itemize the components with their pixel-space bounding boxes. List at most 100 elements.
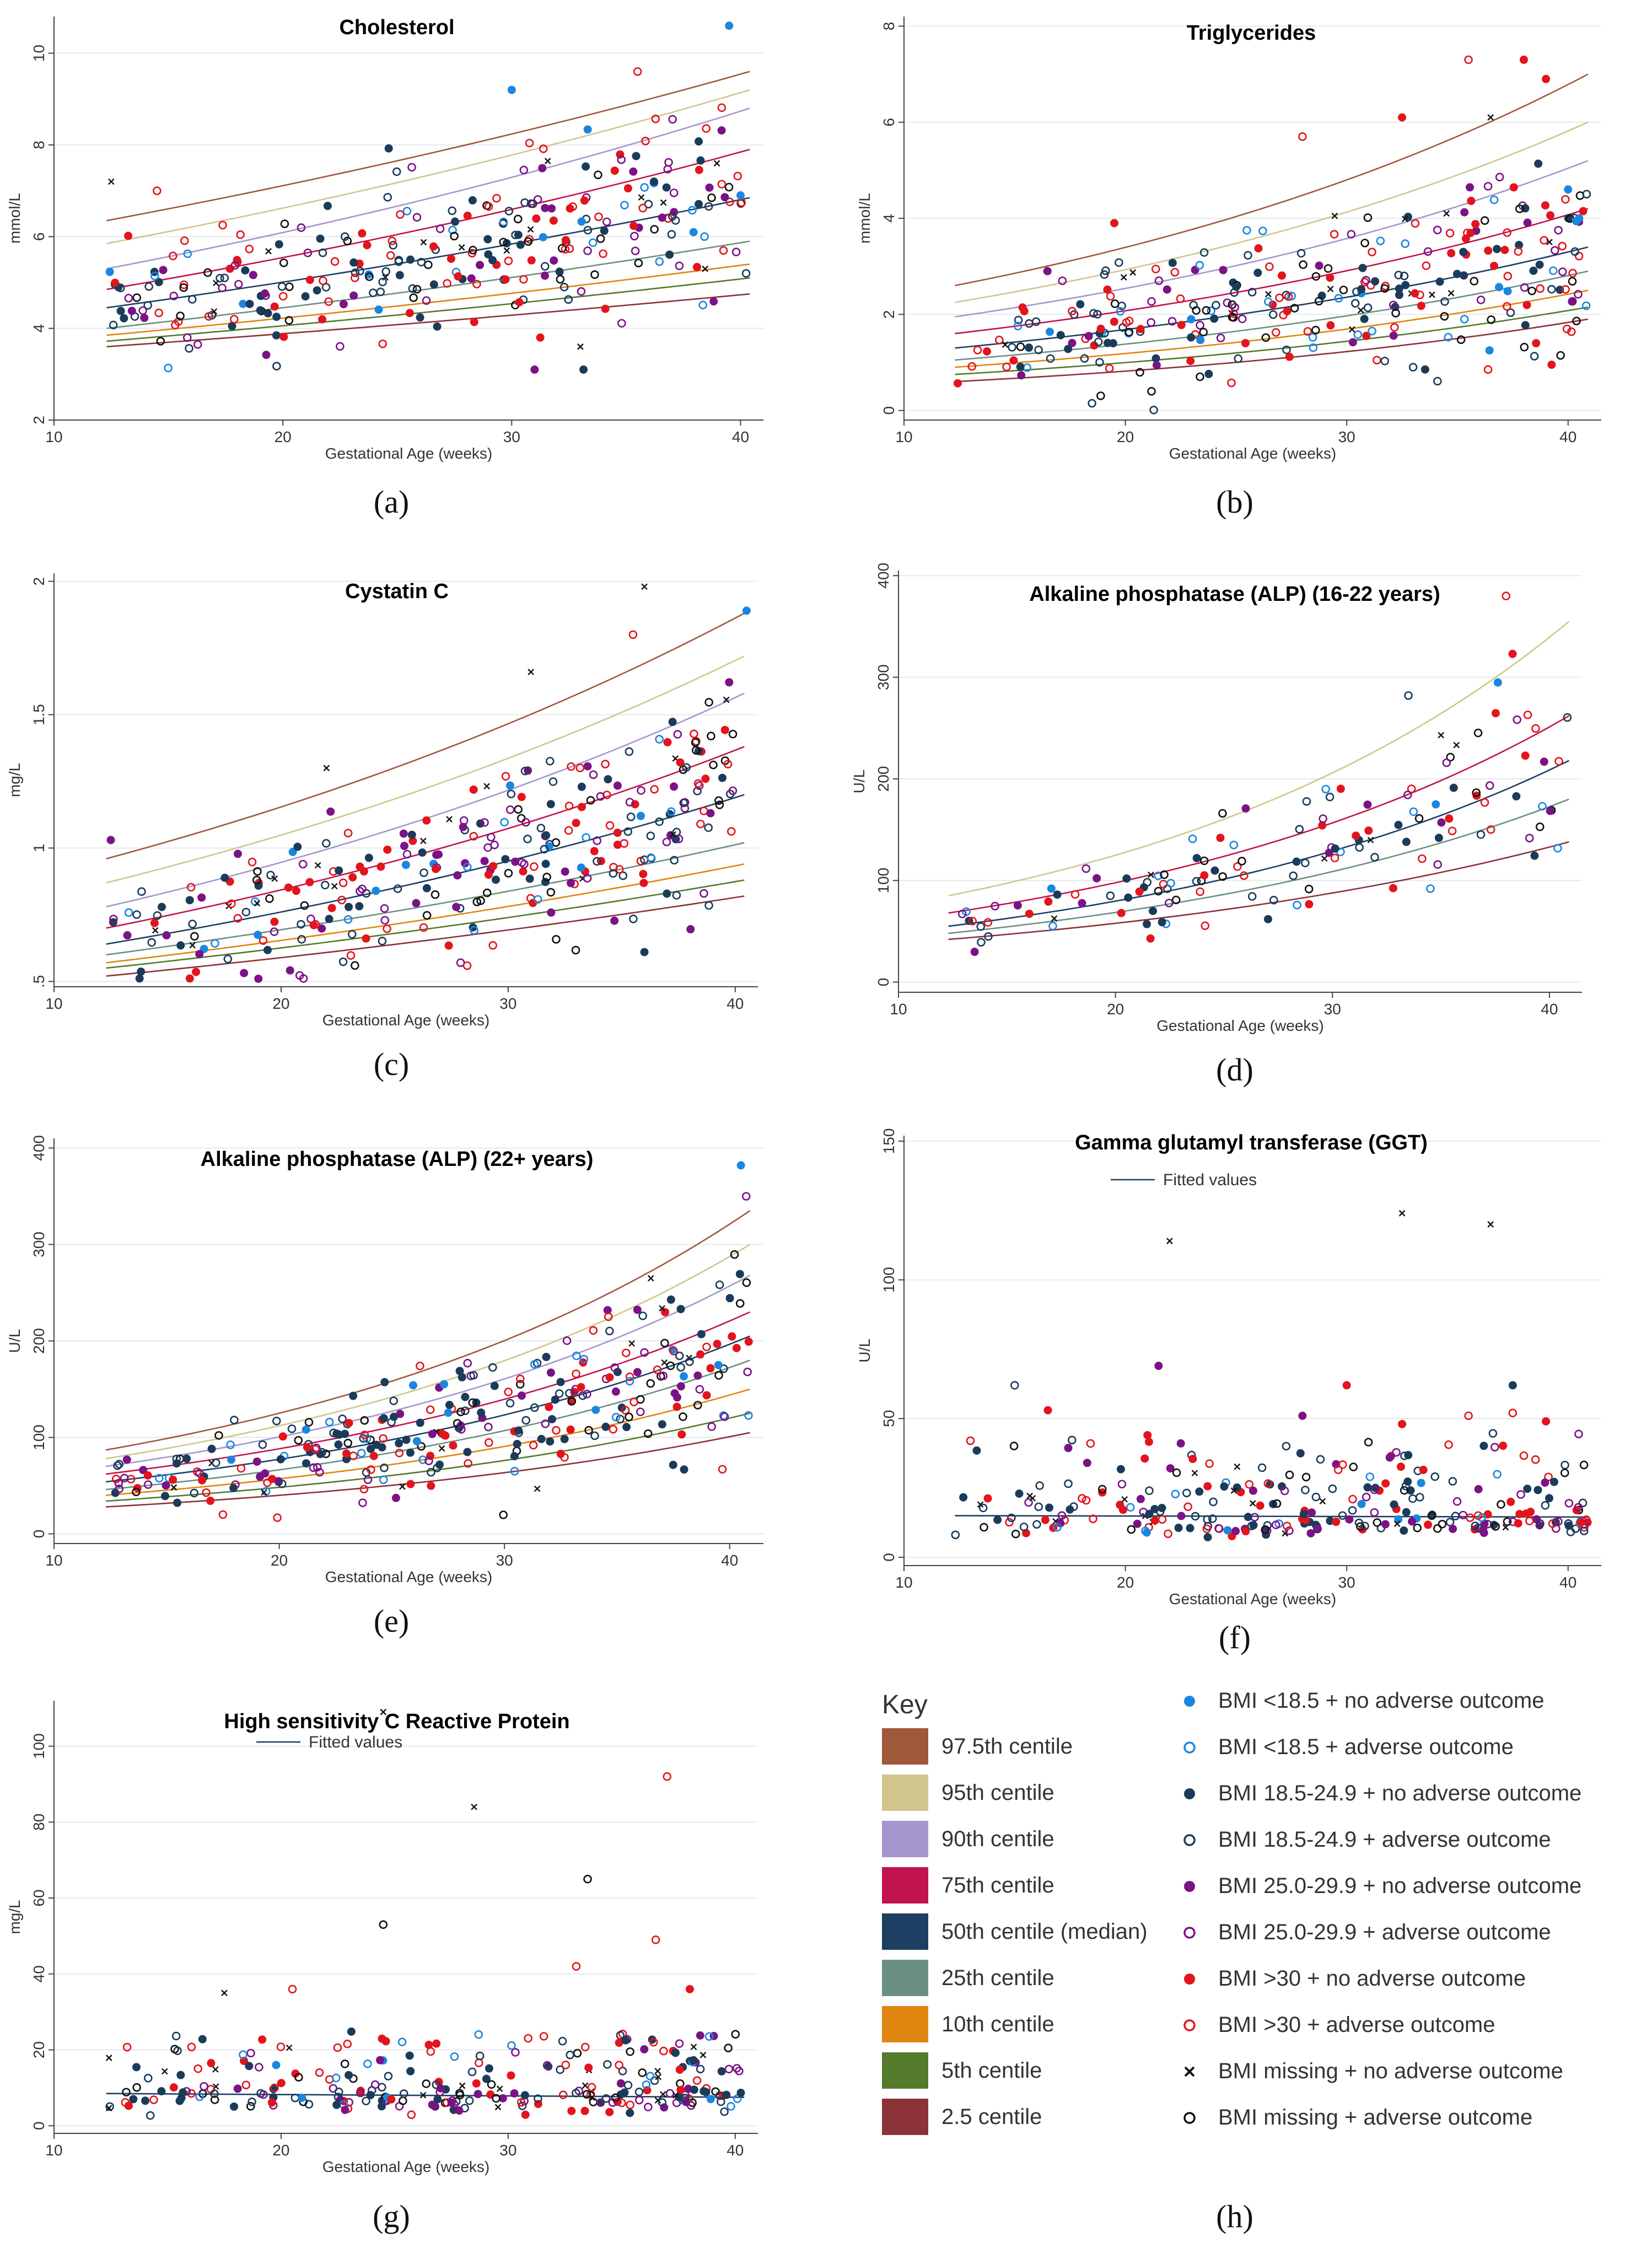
y-tick-label: 100 <box>30 1733 47 1759</box>
data-point <box>420 239 427 246</box>
data-point <box>666 1295 675 1304</box>
data-point <box>286 966 294 975</box>
data-point <box>561 236 570 245</box>
data-point <box>1305 900 1314 908</box>
data-point <box>636 811 645 820</box>
data-point <box>615 2039 623 2047</box>
data-point <box>730 1250 739 1259</box>
data-point <box>572 2089 580 2098</box>
data-point <box>402 207 412 216</box>
data-point <box>1389 331 1398 340</box>
data-point <box>461 1406 470 1415</box>
data-point <box>662 183 671 192</box>
data-point <box>338 878 348 888</box>
marker-label: BMI 18.5-24.9 + adverse outcome <box>1218 1827 1551 1852</box>
data-point <box>658 2098 667 2107</box>
data-point <box>549 216 558 225</box>
data-point <box>105 2102 115 2111</box>
data-point <box>604 1312 613 1321</box>
data-point <box>278 1432 287 1441</box>
data-point <box>637 786 645 795</box>
data-point <box>1044 897 1053 906</box>
data-point <box>1212 300 1220 310</box>
outlier-point <box>1542 1417 1551 1426</box>
data-point <box>127 307 136 315</box>
data-point <box>541 878 550 886</box>
data-point <box>1401 281 1410 289</box>
data-point <box>513 214 523 224</box>
data-point <box>380 904 389 913</box>
data-point <box>567 1396 577 1406</box>
data-point <box>492 193 501 203</box>
data-point <box>517 1391 526 1400</box>
x-axis-label: Gestational Age (weeks) <box>325 445 493 462</box>
data-point <box>717 103 727 112</box>
data-point <box>1076 300 1085 309</box>
data-point <box>362 934 370 943</box>
data-point <box>1272 1499 1282 1508</box>
data-point <box>1095 358 1104 367</box>
data-point <box>1394 1515 1403 1524</box>
data-point <box>1195 1487 1204 1496</box>
data-point <box>220 873 229 882</box>
data-point <box>600 227 609 235</box>
data-point <box>245 244 254 254</box>
data-point <box>140 314 149 322</box>
data-point <box>267 2098 276 2107</box>
data-point <box>325 915 333 923</box>
data-point <box>690 729 698 739</box>
data-point <box>1244 1513 1252 1521</box>
data-point <box>1210 866 1219 875</box>
data-point <box>1474 1485 1483 1493</box>
data-point <box>1418 854 1427 863</box>
centile-label: 25th centile <box>941 1966 1054 1990</box>
data-point <box>444 1408 453 1417</box>
data-point <box>482 888 492 897</box>
data-point <box>1064 345 1073 353</box>
data-point <box>369 1451 378 1460</box>
data-point <box>577 287 586 296</box>
data-point <box>617 1404 626 1412</box>
data-point <box>294 2073 303 2082</box>
data-point <box>610 1363 620 1372</box>
data-point <box>186 883 196 892</box>
outlier-point <box>530 365 539 374</box>
data-point <box>1403 791 1412 799</box>
x-tick-label: 10 <box>45 1552 62 1569</box>
marker-label: BMI 25.0-29.9 + no adverse outcome <box>1218 1874 1581 1898</box>
data-point <box>601 304 610 313</box>
data-point <box>545 842 553 851</box>
data-point <box>1570 247 1580 256</box>
data-point <box>1561 285 1570 294</box>
x-axis-label: Gestational Age (weeks) <box>322 2158 490 2175</box>
data-point <box>115 1485 123 1493</box>
data-point <box>193 340 202 349</box>
data-point <box>1124 316 1134 325</box>
data-point <box>511 857 520 866</box>
x-tick-label: 40 <box>1541 1001 1558 1018</box>
data-point <box>1491 709 1500 718</box>
data-point <box>366 2090 375 2099</box>
data-point <box>1158 1515 1167 1524</box>
data-point <box>459 2082 466 2089</box>
data-point <box>1358 264 1367 272</box>
data-point <box>523 835 532 843</box>
data-point <box>1187 333 1196 342</box>
data-point <box>621 2036 630 2045</box>
data-point <box>1282 1530 1289 1537</box>
centile-label: 50th centile (median) <box>941 1919 1148 1944</box>
data-point <box>156 337 165 346</box>
marker-label: BMI missing + adverse outcome <box>1218 2105 1532 2130</box>
data-point <box>422 816 431 825</box>
data-point <box>270 2083 279 2093</box>
data-point <box>467 2067 477 2077</box>
data-point <box>525 138 534 148</box>
data-point <box>416 1362 424 1370</box>
data-point <box>744 1411 753 1420</box>
data-point <box>529 1440 538 1450</box>
data-point <box>1472 788 1481 797</box>
centile-swatch <box>882 1775 928 1811</box>
data-point <box>556 1449 565 1458</box>
data-point <box>359 1485 369 1494</box>
centile-curve <box>106 863 745 964</box>
